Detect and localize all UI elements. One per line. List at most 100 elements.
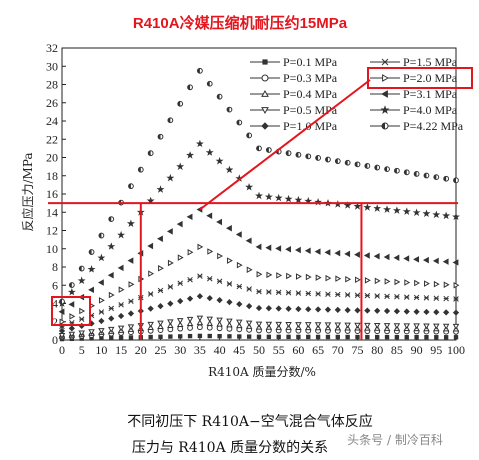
data-point	[423, 295, 430, 301]
data-point	[266, 289, 272, 295]
data-point	[334, 249, 341, 257]
data-point	[206, 316, 213, 323]
legend-marker	[382, 74, 390, 82]
x-tick-label: 25	[155, 343, 167, 357]
data-point	[452, 259, 459, 266]
y-tick-label: 24	[46, 114, 58, 128]
series-0.1-mpa	[59, 333, 459, 342]
x-axis-label: R410A 质量分数/%	[208, 364, 316, 379]
data-point	[107, 271, 114, 279]
data-point	[236, 119, 243, 126]
data-point	[236, 319, 243, 326]
data-point	[345, 334, 350, 340]
data-point	[364, 292, 371, 299]
data-point	[354, 292, 361, 299]
data-point	[147, 150, 154, 157]
data-point	[225, 165, 234, 174]
data-point	[384, 166, 390, 173]
data-point	[314, 322, 322, 329]
data-point	[166, 173, 175, 182]
watermark: 头条号 / 制冷百科	[347, 433, 443, 447]
data-point	[256, 145, 262, 152]
data-point	[443, 295, 449, 302]
data-point	[216, 320, 223, 327]
x-tick-label: 40	[214, 343, 226, 357]
legend-marker	[381, 122, 389, 130]
data-point	[186, 316, 194, 323]
data-point	[354, 322, 361, 329]
y-tick-label: 2	[52, 315, 58, 329]
data-point	[69, 313, 76, 320]
data-point	[276, 334, 281, 340]
data-point	[284, 194, 293, 203]
data-point	[373, 204, 382, 212]
data-point	[265, 147, 272, 153]
data-point	[363, 252, 370, 259]
x-tick-label: 5	[79, 343, 85, 357]
data-series	[58, 67, 460, 342]
data-point	[246, 302, 253, 310]
data-point	[206, 319, 213, 326]
legend-label: P=1.5 MPa	[403, 55, 458, 69]
data-point	[414, 279, 421, 287]
data-point	[147, 305, 154, 312]
data-point	[147, 291, 154, 297]
data-point	[295, 305, 302, 313]
data-point	[206, 324, 213, 331]
data-point	[206, 275, 213, 282]
x-tick-label: 70	[332, 343, 344, 357]
data-point	[434, 335, 439, 340]
data-point	[197, 273, 203, 279]
data-point	[344, 292, 351, 298]
data-point	[147, 321, 154, 328]
data-point	[167, 117, 174, 124]
data-point	[424, 280, 430, 287]
data-point	[107, 242, 116, 250]
data-point	[275, 245, 282, 252]
data-point	[177, 254, 184, 261]
data-point	[177, 298, 184, 305]
data-point	[246, 334, 252, 339]
data-point	[344, 159, 351, 166]
data-point	[433, 295, 440, 301]
data-point	[324, 322, 332, 329]
data-point	[178, 334, 183, 339]
data-point	[237, 334, 242, 339]
data-point	[375, 334, 380, 340]
data-point	[453, 296, 459, 302]
data-point	[285, 305, 292, 312]
data-point	[344, 322, 351, 329]
y-tick-label: 20	[46, 151, 58, 165]
legend-label: P=0.4 MPa	[283, 87, 338, 101]
x-tick-label: 60	[292, 343, 304, 357]
data-point	[433, 323, 440, 330]
data-point	[255, 321, 263, 328]
callout-arrow-line	[199, 79, 371, 211]
y-tick-label: 26	[46, 96, 58, 110]
data-point	[403, 255, 410, 262]
data-point	[384, 334, 390, 340]
data-point	[295, 273, 302, 280]
data-point	[158, 334, 163, 339]
data-point	[137, 166, 144, 173]
x-tick-label: 45	[233, 343, 245, 357]
data-point	[127, 257, 134, 264]
data-point	[275, 305, 282, 312]
data-point	[286, 334, 291, 340]
data-point	[256, 288, 262, 295]
y-tick-label: 28	[46, 78, 58, 92]
legend-label: P=0.3 MPa	[283, 71, 338, 85]
legend-marker	[261, 107, 269, 115]
data-point	[314, 306, 322, 313]
x-tick-label: 80	[371, 343, 383, 357]
data-point	[236, 261, 243, 269]
data-point	[128, 183, 134, 190]
data-point	[117, 312, 125, 320]
data-point	[325, 274, 332, 282]
data-point	[443, 335, 449, 340]
data-point	[148, 334, 153, 340]
data-point	[335, 275, 342, 282]
data-point	[128, 298, 134, 304]
axis-ticks: 0 5 10 15 20 25 30 35 40 45 50 55 60 65 70 75 80 85 90 95 10…	[46, 41, 465, 357]
data-point	[275, 289, 282, 296]
